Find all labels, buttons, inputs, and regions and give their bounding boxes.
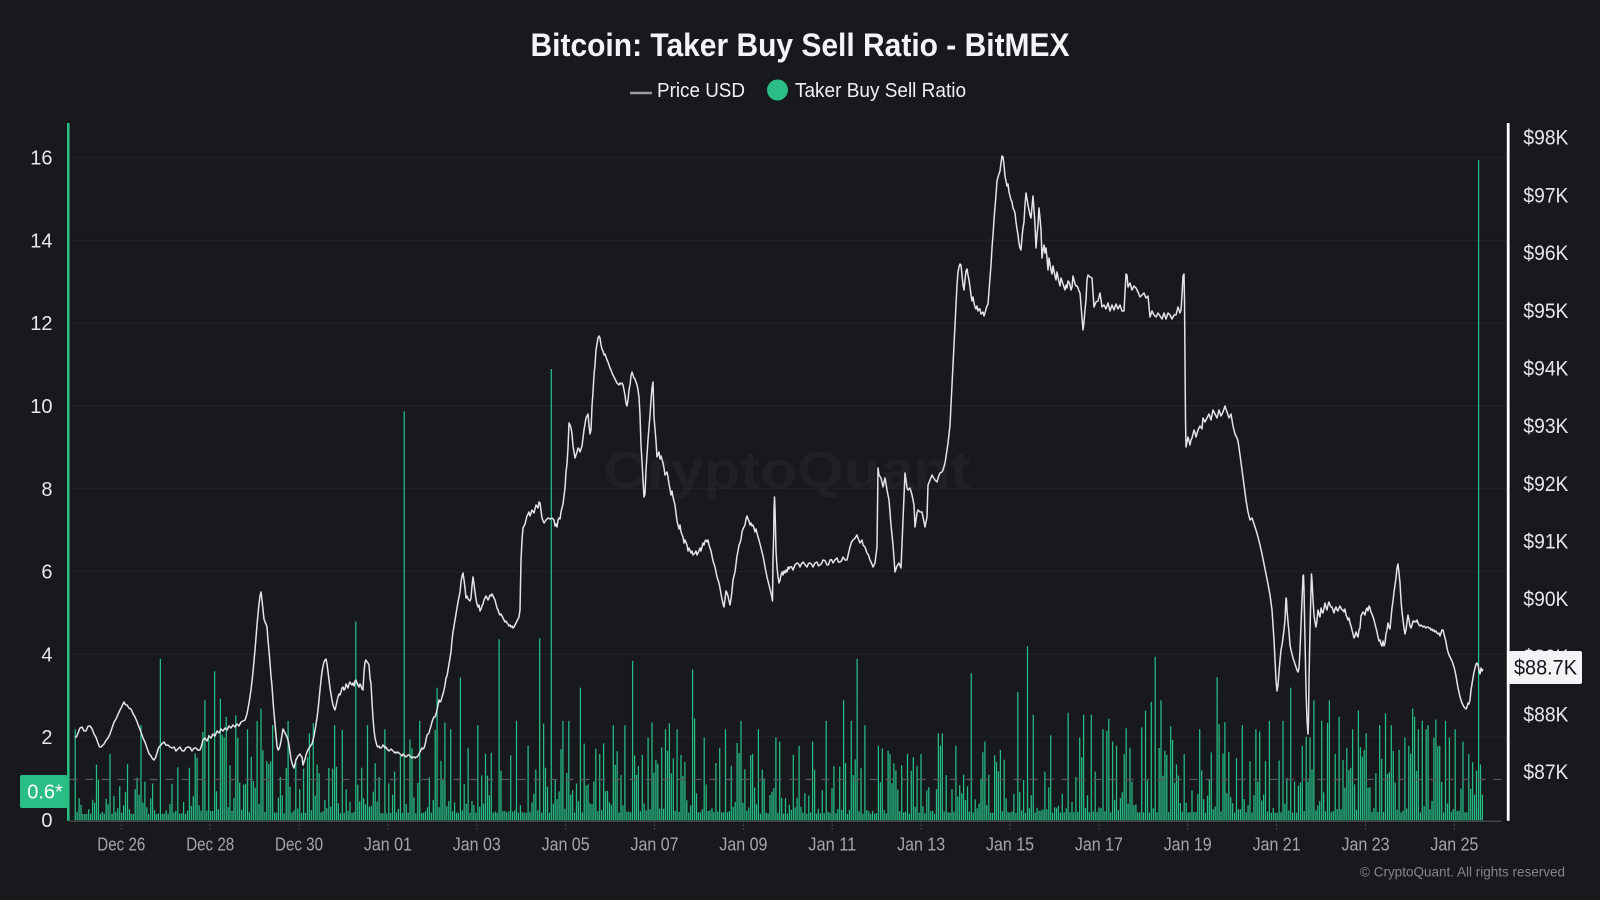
- svg-text:$96K: $96K: [1523, 242, 1568, 265]
- svg-text:Jan 15: Jan 15: [986, 835, 1034, 855]
- svg-text:Jan 07: Jan 07: [631, 835, 679, 855]
- svg-text:16: 16: [30, 148, 52, 170]
- svg-text:Bitcoin: Taker Buy Sell Ratio: Bitcoin: Taker Buy Sell Ratio - BitMEX: [531, 27, 1071, 63]
- svg-text:12: 12: [30, 313, 52, 335]
- svg-text:Jan 21: Jan 21: [1253, 835, 1301, 855]
- svg-text:0.6*: 0.6*: [27, 782, 63, 804]
- svg-text:$93K: $93K: [1523, 415, 1568, 438]
- svg-text:CryptoQuant: CryptoQuant: [604, 442, 971, 500]
- svg-text:$92K: $92K: [1523, 473, 1568, 496]
- svg-text:$88.7K: $88.7K: [1514, 657, 1577, 680]
- svg-text:© CryptoQuant. All rights rese: © CryptoQuant. All rights reserved: [1360, 864, 1565, 880]
- svg-text:6: 6: [41, 562, 52, 584]
- svg-text:$90K: $90K: [1523, 588, 1568, 611]
- svg-text:$95K: $95K: [1523, 300, 1568, 323]
- svg-text:Jan 11: Jan 11: [808, 835, 856, 855]
- svg-text:Jan 17: Jan 17: [1075, 835, 1123, 855]
- svg-text:Jan 03: Jan 03: [453, 835, 501, 855]
- svg-text:Dec 28: Dec 28: [186, 835, 234, 855]
- svg-text:10: 10: [30, 396, 52, 418]
- svg-text:Jan 05: Jan 05: [542, 835, 590, 855]
- svg-text:Jan 01: Jan 01: [364, 835, 412, 855]
- svg-text:0: 0: [41, 810, 52, 832]
- svg-text:14: 14: [30, 230, 52, 252]
- svg-text:$88K: $88K: [1523, 704, 1568, 727]
- svg-text:8: 8: [41, 479, 52, 501]
- svg-text:$91K: $91K: [1523, 531, 1568, 554]
- svg-text:Jan 23: Jan 23: [1342, 835, 1390, 855]
- svg-text:Jan 13: Jan 13: [897, 835, 945, 855]
- svg-text:Dec 30: Dec 30: [275, 835, 323, 855]
- svg-text:2: 2: [41, 727, 52, 749]
- svg-text:Jan 19: Jan 19: [1164, 835, 1212, 855]
- svg-text:$94K: $94K: [1523, 357, 1568, 380]
- svg-text:$97K: $97K: [1523, 184, 1568, 207]
- svg-text:Price USD: Price USD: [657, 80, 745, 102]
- svg-text:Dec 26: Dec 26: [97, 835, 145, 855]
- svg-text:4: 4: [41, 644, 52, 666]
- svg-text:Taker Buy Sell Ratio: Taker Buy Sell Ratio: [795, 80, 966, 102]
- svg-text:Jan 09: Jan 09: [719, 835, 767, 855]
- svg-text:$98K: $98K: [1523, 127, 1568, 150]
- svg-text:Jan 25: Jan 25: [1430, 835, 1478, 855]
- svg-text:$87K: $87K: [1523, 761, 1568, 784]
